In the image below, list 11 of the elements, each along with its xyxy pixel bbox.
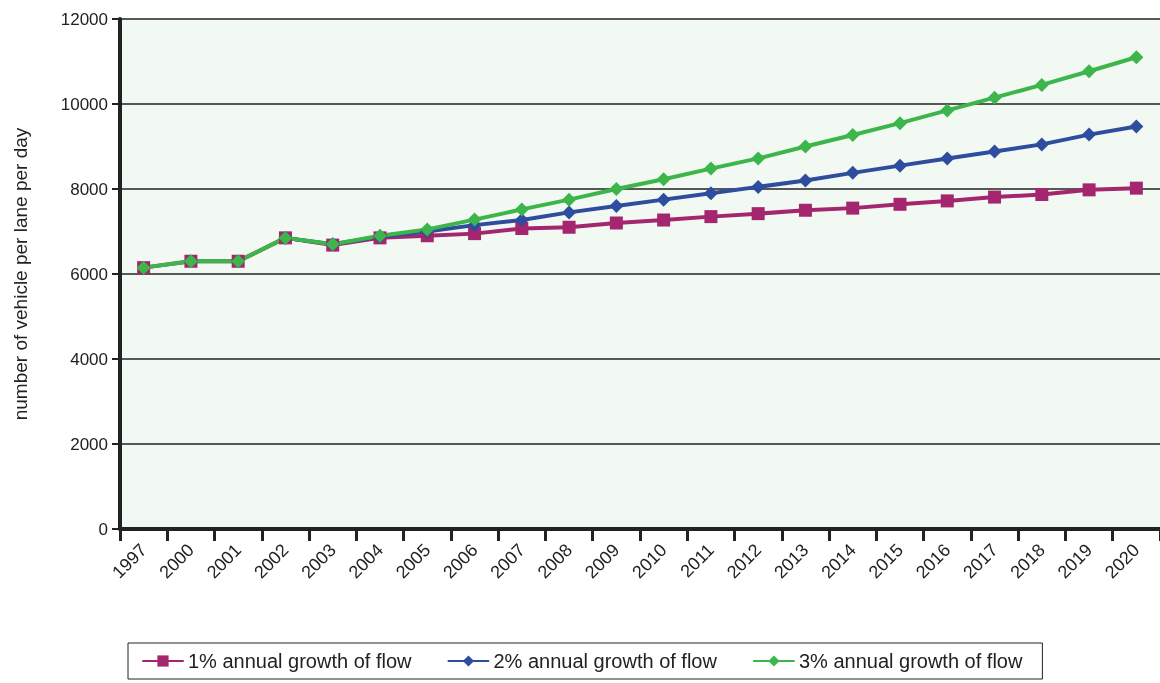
legend-label: 1% annual growth of flow [188,650,413,672]
y-tick-label: 6000 [70,264,108,284]
y-tick-label: 4000 [70,349,108,369]
legend-label: 3% annual growth of flow [798,650,1023,672]
y-tick-label: 0 [98,519,108,539]
y-tick-label: 10000 [60,94,108,114]
y-tick-label: 8000 [70,179,108,199]
legend-label: 2% annual growth of flow [493,650,718,672]
y-tick-label: 2000 [70,434,108,454]
y-tick-label: 12000 [60,9,108,29]
y-axis-title: number of vehicle per lane per day [10,127,31,421]
